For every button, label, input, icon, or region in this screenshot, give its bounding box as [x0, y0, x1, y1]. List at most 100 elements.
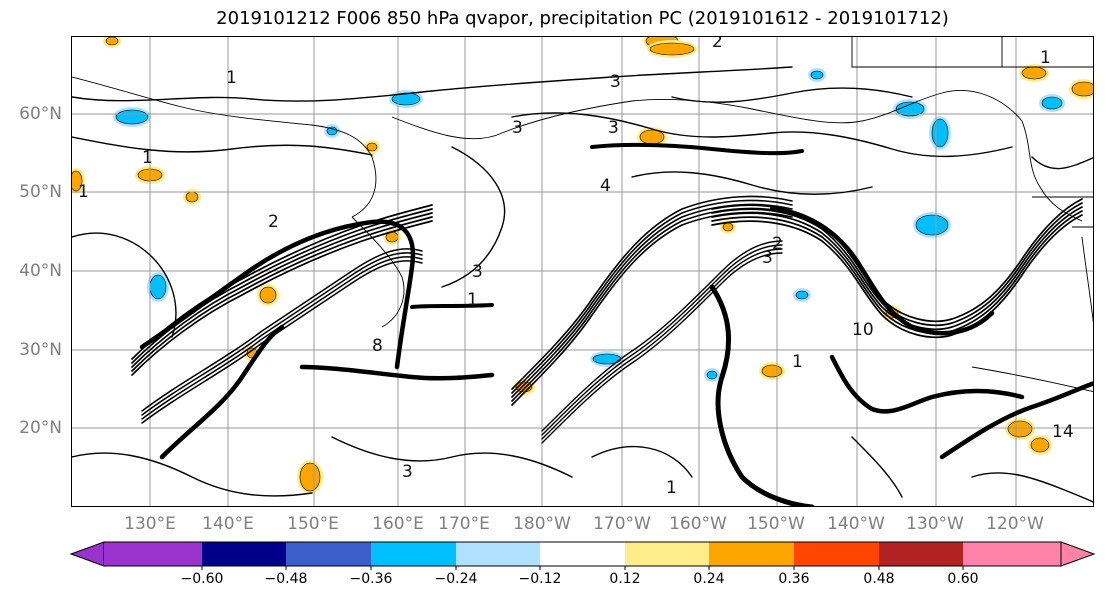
positive-anomaly	[761, 364, 783, 378]
negative-anomaly	[706, 370, 718, 380]
colorbar	[69, 541, 1096, 570]
colorbar-tick-label: 0.36	[778, 571, 810, 587]
contour-line	[851, 436, 903, 498]
positive-anomaly	[639, 129, 665, 145]
colorbar-cell	[625, 542, 709, 566]
coastline-segment	[1081, 236, 1093, 323]
contour-line	[1031, 156, 1093, 170]
contour-line	[971, 472, 1093, 503]
contour-line	[541, 248, 783, 440]
contour-label: 8	[372, 336, 383, 356]
lat-label-40n: 40°N	[19, 261, 62, 281]
lon-label-170w: 170°W	[593, 514, 651, 534]
positive-anomaly	[259, 286, 277, 304]
negative-anomaly	[810, 70, 824, 80]
positive-anomaly	[1071, 81, 1093, 97]
lon-label-130w: 130°W	[906, 514, 964, 534]
qvapor-contours	[72, 66, 1093, 506]
colorbar-tick-label: 0.12	[609, 571, 641, 587]
contour-line	[541, 252, 783, 444]
colorbar-tick-label: 0.60	[947, 571, 979, 587]
contour-line	[72, 136, 373, 156]
gridlines	[72, 37, 1093, 506]
negative-anomaly	[931, 118, 949, 148]
positive-anomaly	[1030, 437, 1050, 453]
positive-anomaly	[722, 222, 734, 232]
contour-line	[631, 171, 873, 195]
contour-line	[72, 232, 177, 338]
contour-line-heavy	[709, 284, 815, 506]
contour-line	[141, 252, 423, 416]
contour-line-heavy	[769, 206, 995, 336]
positive-anomaly	[299, 462, 321, 492]
positive-anomaly	[72, 170, 83, 192]
contour-line	[591, 445, 693, 478]
contour-line	[131, 220, 433, 376]
contour-line	[131, 216, 433, 372]
contour-label: 4	[600, 176, 611, 196]
contour-line	[541, 244, 783, 436]
colorbar-cell	[202, 542, 286, 566]
lat-label-20n: 20°N	[19, 418, 62, 438]
colorbar-tick-label: −0.36	[349, 571, 393, 587]
lon-label-120w: 120°W	[986, 514, 1044, 534]
contour-label: 3	[472, 262, 483, 282]
contour-line-heavy	[939, 381, 1093, 460]
contour-line	[541, 240, 783, 432]
contour-line	[141, 248, 423, 412]
contour-label: 3	[610, 72, 621, 92]
colorbar-cell	[879, 542, 963, 566]
colorbar-cell	[963, 542, 1061, 566]
contour-line	[511, 199, 793, 394]
contour-label: 3	[512, 118, 523, 138]
colorbar-cell	[104, 542, 202, 566]
contour-label: 2	[712, 37, 723, 52]
coastline-segment	[1072, 226, 1093, 228]
coastline-segment	[1021, 120, 1083, 222]
lon-label-150w: 150°W	[747, 514, 805, 534]
contour-line-heavy	[159, 324, 285, 460]
contour-label: 3	[762, 248, 773, 268]
contour-label: 3	[402, 462, 413, 482]
positive-anomaly	[366, 142, 378, 152]
positive-anomaly	[1021, 66, 1047, 80]
contour-line-heavy	[590, 142, 804, 156]
lon-label-150e: 150°E	[287, 514, 339, 534]
colorbar-tick-label: −0.60	[180, 571, 224, 587]
colorbar-tick-label: 0.24	[693, 571, 725, 587]
contour-line	[141, 260, 423, 424]
coastline-segment	[391, 90, 1023, 140]
contour-line	[441, 146, 506, 288]
contour-line-heavy	[299, 364, 495, 381]
contour-label: 1	[226, 68, 237, 88]
colorbar-cell	[456, 542, 540, 566]
lon-label-140w: 140°W	[827, 514, 885, 534]
colorbar-cell	[709, 542, 794, 566]
colorbar-tick-label: −0.24	[434, 571, 478, 587]
colorbar-extend-low	[69, 541, 105, 567]
colorbar-extend-high	[1060, 541, 1096, 567]
negative-anomaly	[149, 274, 167, 300]
contour-label: 10	[852, 320, 874, 340]
contour-line	[511, 195, 793, 390]
coastline-segment	[971, 366, 1093, 393]
contour-line	[72, 66, 793, 102]
lon-label-160w: 160°W	[669, 514, 727, 534]
positive-anomaly	[105, 37, 119, 46]
colorbar-cell	[286, 542, 371, 566]
colorbar-cell	[371, 542, 456, 566]
negative-anomaly	[1041, 96, 1063, 110]
contour-line-heavy	[139, 219, 416, 370]
colorbar-tick-label: 0.48	[863, 571, 895, 587]
lon-label-160e: 160°E	[372, 514, 424, 534]
contour-label: 1	[78, 182, 89, 202]
colorbar-tick-label: −0.48	[264, 571, 308, 587]
negative-anomaly	[915, 214, 949, 236]
contour-label: 1	[467, 290, 478, 310]
contour-label: 1	[666, 478, 677, 498]
coastlines	[72, 37, 1093, 393]
colorbar-cell	[540, 542, 625, 566]
contour-line	[72, 452, 313, 497]
